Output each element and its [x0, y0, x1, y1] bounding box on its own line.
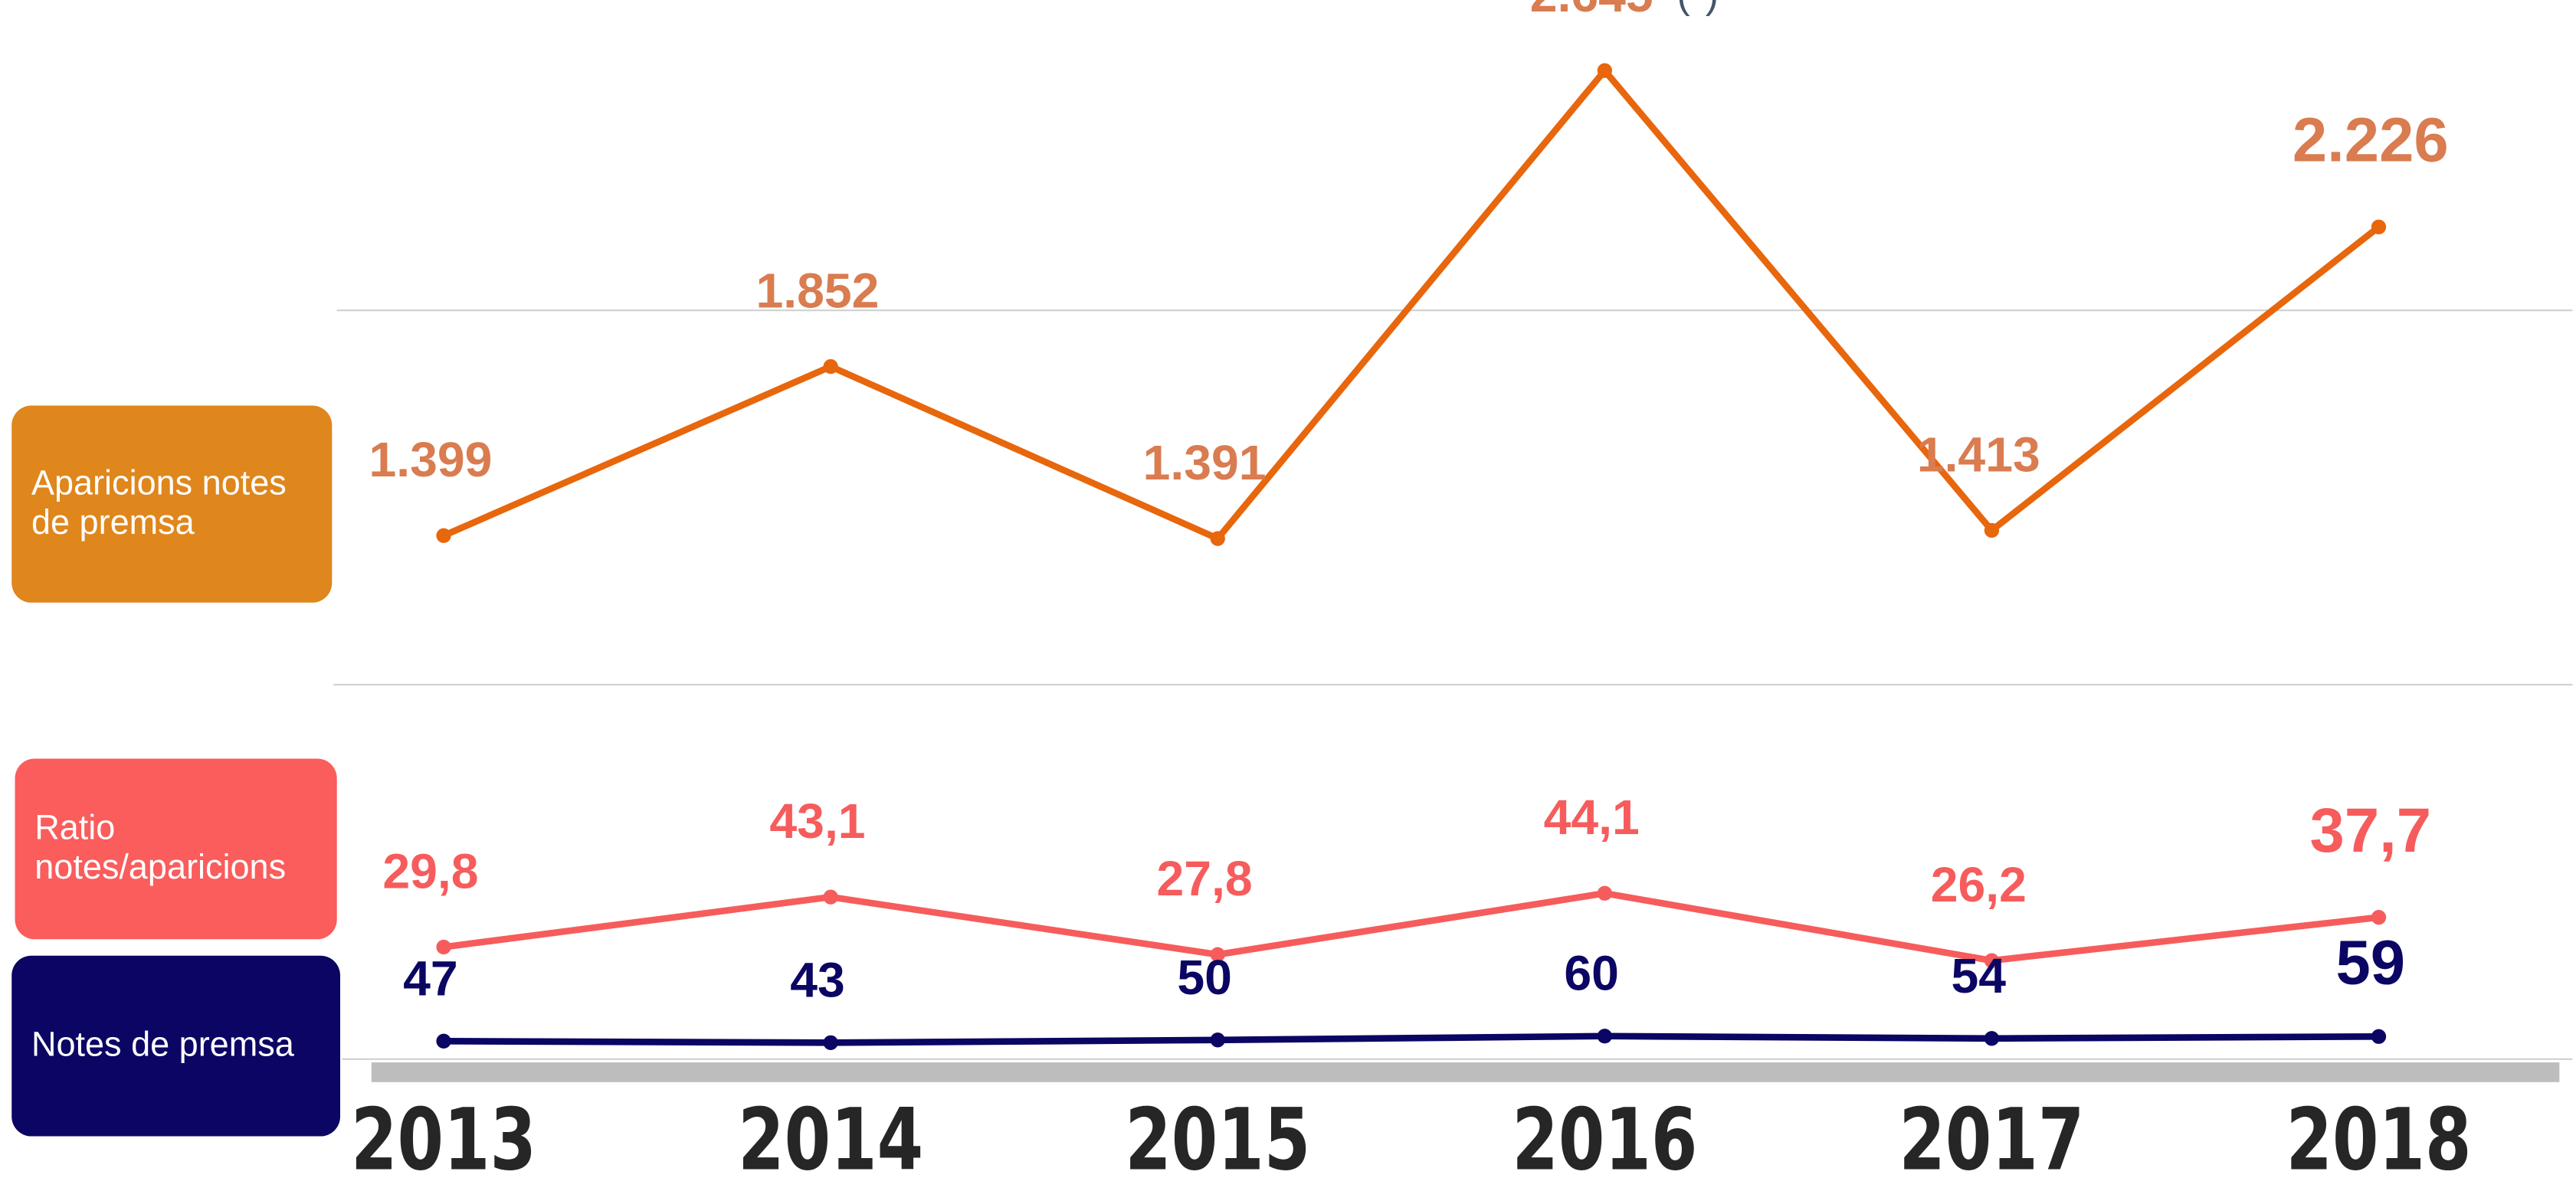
data-label: 44,1 [1544, 790, 1640, 845]
point [436, 939, 451, 955]
legend-box [15, 758, 337, 940]
series-line [442, 67, 2381, 542]
legend-label: Ratio notes/aparicions [34, 809, 287, 887]
data-label: 60 [1564, 946, 1619, 1001]
point [1597, 1029, 1612, 1044]
legend-entry: Notes de premsa [31, 1026, 294, 1065]
legend-label: Notes de premsa [31, 1026, 294, 1065]
point [1210, 947, 1225, 962]
x-tick-label: 2014 [738, 1090, 923, 1178]
x-tick-label: 2015 [1125, 1090, 1310, 1178]
legend-label: Aparicions notes de premsa [31, 464, 287, 542]
x-tick-label: 2017 [1899, 1090, 2084, 1178]
legend-box [11, 405, 333, 603]
point [823, 358, 838, 375]
data-label: 47 [403, 951, 458, 1006]
point [2371, 910, 2387, 925]
data-label: 54 [1952, 948, 2007, 1003]
annotation: (*) [1677, 0, 1719, 17]
point [2371, 1029, 2387, 1044]
data-label: 59 [2335, 928, 2405, 998]
point [436, 1033, 451, 1049]
x-tick-label: 2016 [1512, 1090, 1697, 1178]
point [1984, 1031, 2000, 1046]
point [1984, 953, 2000, 968]
x-tick-label: 2018 [2286, 1090, 2472, 1178]
data-label: 1.413 [1917, 427, 2040, 482]
x-tick-label: 2013 [351, 1090, 536, 1178]
data-label: 1.852 [756, 263, 880, 318]
point [2371, 219, 2387, 234]
data-label: 43 [790, 952, 845, 1007]
data-label: 1.391 [1143, 435, 1267, 490]
point [823, 1035, 838, 1050]
point [1210, 531, 1225, 546]
data-label: 29,8 [382, 843, 478, 898]
series-line [443, 889, 2379, 964]
data-label: 26,2 [1931, 857, 2027, 912]
data-label: 50 [1177, 950, 1232, 1005]
legend-box [11, 955, 340, 1137]
data-label: 37,7 [2310, 796, 2432, 866]
legend-entry: Ratio notes/aparicions [34, 809, 287, 887]
data-label: 27,8 [1157, 851, 1253, 906]
data-label: 2.226 [2293, 106, 2449, 175]
point [436, 528, 451, 543]
data-label: 1.399 [369, 432, 492, 487]
baseline-bar [371, 1062, 2560, 1082]
data-label: 2.645 [1530, 0, 1653, 22]
series-line [444, 1032, 2379, 1046]
point [1210, 1032, 1225, 1048]
point [823, 889, 838, 905]
legend-entry: Aparicions notes de premsa [31, 464, 287, 542]
point [1597, 885, 1612, 901]
data-label: 43,1 [769, 794, 865, 849]
point [1984, 522, 2000, 538]
point [1597, 63, 1612, 78]
